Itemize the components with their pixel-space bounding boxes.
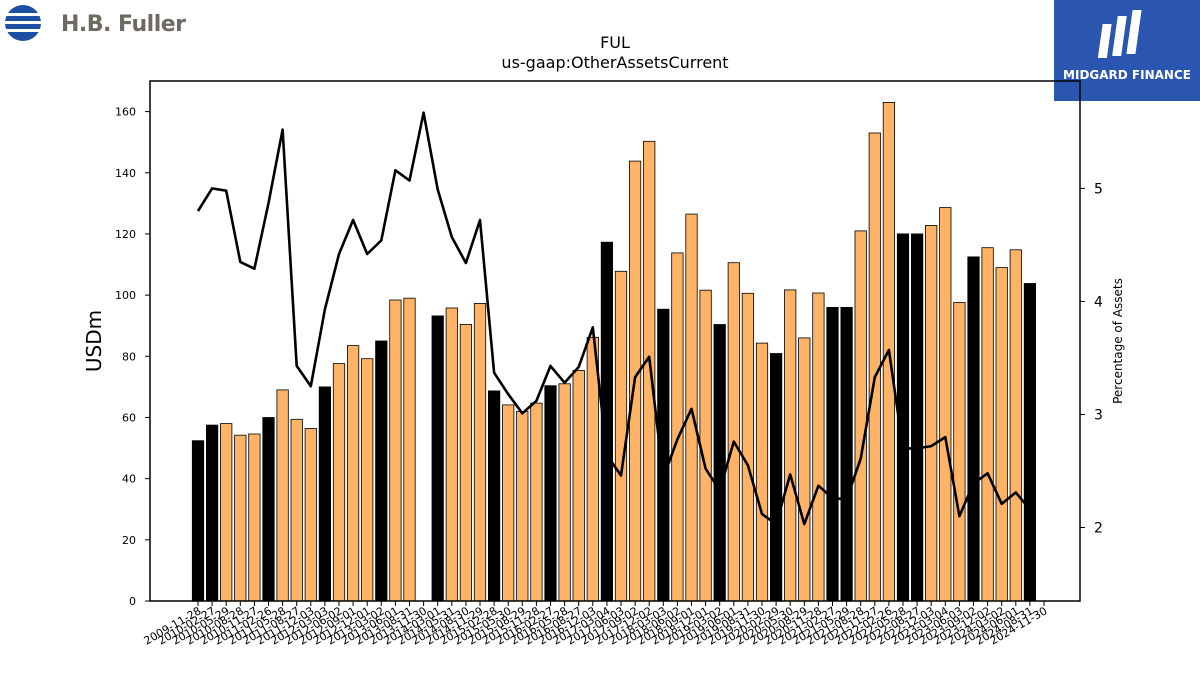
midgard-finance-logo: MIDGARD FINANCE <box>1054 0 1200 101</box>
bar-2021-08-28 <box>854 230 867 602</box>
bar-2023-06-03 <box>953 302 966 602</box>
bar-2015-08-29 <box>516 410 529 602</box>
bar-2009-11-28 <box>191 440 205 602</box>
bar-2016-02-27 <box>544 385 557 602</box>
bar-2014-11-29 <box>473 302 487 602</box>
bar-2011-02-26 <box>262 417 275 602</box>
bar-2024-06-01 <box>1009 249 1022 602</box>
company-name: H.B. Fuller <box>61 12 186 37</box>
bar-2013-03-02 <box>375 340 388 602</box>
y2-axis-label: Percentage of Assets <box>1111 278 1125 404</box>
chart-title: FUL <box>600 33 630 52</box>
y2-axis: 2 3 4 5 <box>1080 181 1103 537</box>
bar-2024-03-02 <box>995 267 1008 602</box>
bar-2019-08-31 <box>741 292 755 602</box>
x-axis: 2009-11-282010-02-272010-05-292010-08-28… <box>142 601 1050 648</box>
bar-2019-11-30 <box>755 342 769 602</box>
y-tick-label: 160 <box>115 106 136 119</box>
bar-2012-06-02 <box>332 363 346 602</box>
y-axis-label: USDm <box>82 310 106 372</box>
percentage-line <box>196 111 1031 526</box>
bar-2023-03-04 <box>939 207 952 602</box>
bar-2012-03-03 <box>318 386 332 602</box>
y2-tick-label: 3 <box>1094 407 1103 423</box>
y-tick-label: 80 <box>122 350 136 363</box>
bar-2021-05-29 <box>840 306 853 602</box>
y2-tick-label: 5 <box>1094 181 1103 197</box>
bar-2014-05-31 <box>445 307 458 602</box>
bar-2023-12-02 <box>981 247 994 602</box>
y-tick-label: 100 <box>115 289 136 302</box>
bar-2020-02-29 <box>770 353 783 602</box>
bar-2020-08-29 <box>798 337 811 602</box>
bar-2015-05-30 <box>502 404 515 602</box>
y2-tick-label: 4 <box>1094 294 1103 310</box>
bar-2010-05-29 <box>220 423 233 602</box>
y-tick-label: 140 <box>115 167 136 180</box>
bar-2013-08-31 <box>403 297 416 602</box>
hb-fuller-globe-icon <box>4 5 48 41</box>
y2-tick-label: 2 <box>1094 521 1103 537</box>
hb-fuller-logo: H.B. Fuller <box>4 4 204 44</box>
bar-2010-08-28 <box>234 434 247 602</box>
bar-2014-03-01 <box>431 315 444 602</box>
bar-2019-06-01 <box>727 262 740 602</box>
y-tick-label: 120 <box>115 228 136 241</box>
bar-2019-03-02 <box>713 324 726 602</box>
bar-2020-05-30 <box>784 289 797 602</box>
bar-2010-02-27 <box>205 424 219 602</box>
y-tick-label: 40 <box>122 473 136 486</box>
bar-2010-11-27 <box>248 433 261 602</box>
bar-2012-09-01 <box>346 345 360 602</box>
y-tick-label: 60 <box>122 411 136 424</box>
bar-2020-11-28 <box>812 292 825 602</box>
bar-series <box>191 102 1036 602</box>
bar-2011-08-27 <box>290 418 303 602</box>
bar-2018-06-02 <box>671 252 684 602</box>
bar-2021-02-27 <box>826 306 839 602</box>
bar-2017-06-03 <box>614 270 628 602</box>
bar-2017-12-02 <box>643 140 656 602</box>
bar-2013-06-01 <box>389 299 402 602</box>
y-tick-label: 0 <box>129 595 136 608</box>
midgard-m-icon <box>1097 10 1142 58</box>
bar-2015-11-28 <box>530 402 543 602</box>
bar-2011-05-28 <box>276 389 289 602</box>
bar-2023-09-02 <box>967 256 980 602</box>
bar-2015-02-28 <box>487 390 501 602</box>
chart-subtitle: us-gaap:OtherAssetsCurrent <box>501 53 728 72</box>
bar-2014-08-30 <box>459 324 473 602</box>
bar-2022-08-27 <box>911 233 924 602</box>
y-tick-label: 20 <box>122 534 136 547</box>
bar-2011-12-03 <box>304 428 317 602</box>
bar-2016-08-27 <box>572 369 585 602</box>
bar-2012-12-01 <box>361 358 374 602</box>
bar-2022-12-03 <box>925 224 938 602</box>
plot-frame <box>149 80 1081 602</box>
bar-2016-05-28 <box>558 383 571 602</box>
midgard-finance-name: MIDGARD FINANCE <box>1063 68 1191 82</box>
line-series <box>196 111 1031 526</box>
y-axis: 0 20 40 60 80 100 120 140 160 <box>115 106 150 608</box>
bar-2016-12-03 <box>586 336 599 602</box>
bar-2018-03-03 <box>657 308 670 602</box>
bar-2018-12-01 <box>699 289 712 602</box>
bar-2024-08-31 <box>1023 283 1036 602</box>
